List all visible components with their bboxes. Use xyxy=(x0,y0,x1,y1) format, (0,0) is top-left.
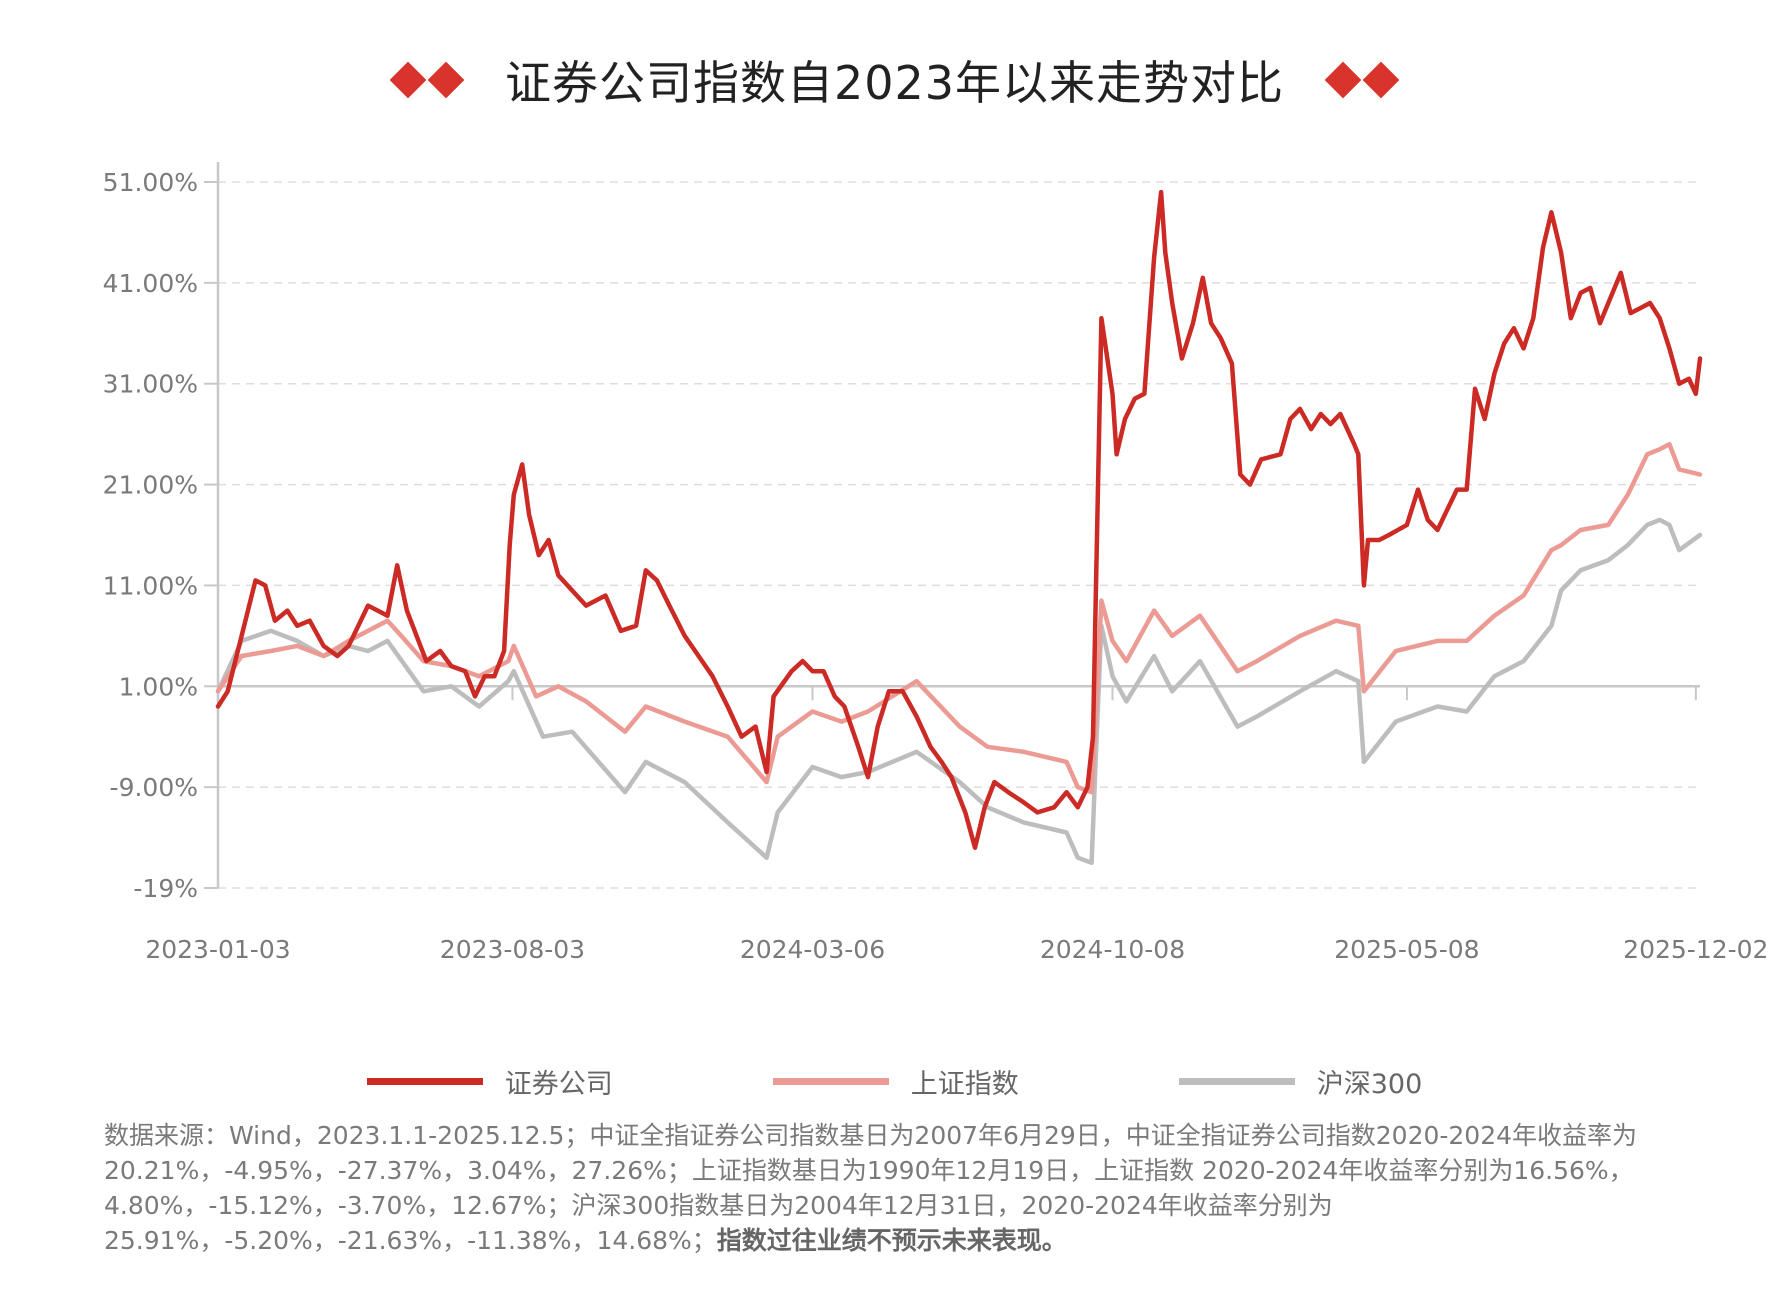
legend-label: 沪深300 xyxy=(1316,1068,1423,1100)
footnote: 数据来源：Wind，2023.1.1-2025.12.5；中证全指证券公司指数基… xyxy=(104,1118,1704,1258)
legend-label: 上证指数 xyxy=(910,1068,1019,1100)
y-tick-label: -9.00% xyxy=(110,773,198,802)
x-tick-label: 2025-05-08 xyxy=(1334,935,1479,964)
series-line-brokers xyxy=(215,189,1703,850)
footnote-text: 数据来源：Wind，2023.1.1-2025.12.5；中证全指证券公司指数基… xyxy=(104,1121,1638,1255)
legend: 证券公司 上证指数 沪深300 xyxy=(0,1053,1789,1109)
legend-item-sse: 上证指数 xyxy=(772,1062,1019,1101)
y-tick-label: 21.00% xyxy=(103,471,198,500)
x-tick-labels: 2023-01-03 2023-08-03 2024-03-06 2024-10-08… xyxy=(145,935,1768,964)
y-tick-label: 31.00% xyxy=(103,370,198,399)
legend-item-brokers: 证券公司 xyxy=(366,1062,613,1101)
line-chart: -19% -9.00% 1.00% 11.00% 21.00% 31.00% 41.00% 5… xyxy=(103,162,1768,964)
chart-title: 证券公司指数自2023年以来走势对比 xyxy=(504,56,1285,110)
legend-line-pink-icon xyxy=(772,1077,889,1085)
legend-line-gray-icon xyxy=(1178,1077,1295,1085)
y-tick-label: 1.00% xyxy=(119,672,198,701)
gridlines xyxy=(218,181,1700,889)
axes xyxy=(204,162,1700,889)
y-tick-label: -19% xyxy=(133,874,198,903)
x-tick-label: 2024-03-06 xyxy=(740,935,885,964)
footnote-disclaimer: 指数过往业绩不预示未来表现。 xyxy=(716,1226,1067,1255)
title-row: 证券公司指数自2023年以来走势对比 xyxy=(0,40,1789,120)
legend-item-csi300: 沪深300 xyxy=(1178,1062,1423,1101)
x-tick-label: 2023-01-03 xyxy=(145,935,290,964)
legend-label: 证券公司 xyxy=(504,1068,613,1100)
y-tick-label: 11.00% xyxy=(103,571,198,600)
x-tick-label: 2023-08-03 xyxy=(440,935,585,964)
y-tick-label: 51.00% xyxy=(103,168,198,197)
series-line-csi300 xyxy=(215,517,1703,866)
series-line-sse xyxy=(215,441,1703,795)
x-tick-label: 2024-10-08 xyxy=(1040,935,1185,964)
y-tick-labels: -19% -9.00% 1.00% 11.00% 21.00% 31.00% 41.00% 5… xyxy=(103,168,198,903)
y-tick-label: 41.00% xyxy=(103,269,198,298)
legend-line-red-icon xyxy=(366,1077,483,1085)
series-lines xyxy=(215,189,1703,866)
x-tick-label: 2025-12-02 xyxy=(1623,935,1768,964)
